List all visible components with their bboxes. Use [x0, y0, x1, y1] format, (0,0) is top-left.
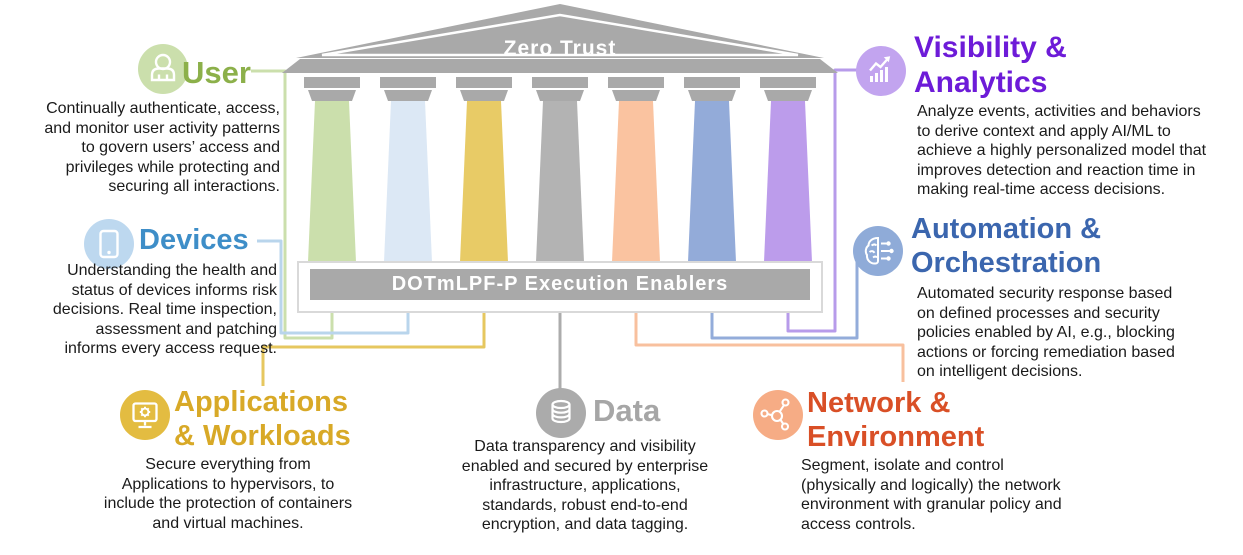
automation-pillar — [688, 101, 736, 262]
analytics-chart-icon — [856, 46, 906, 96]
monitor-gear-icon — [120, 390, 170, 440]
base-label: DOTmLPF-P Execution Enablers — [391, 273, 729, 295]
pediment-label: Zero Trust — [503, 37, 617, 60]
data-title: Data — [593, 393, 661, 428]
data-pillar — [536, 101, 584, 262]
entablature — [282, 59, 838, 73]
applications-connector-line — [261, 313, 486, 386]
automation-title: Automation & Orchestration — [911, 213, 1102, 279]
devices-pillar — [384, 101, 432, 262]
devices-connector-line — [257, 239, 410, 335]
data-description: Data transparency and visibility enabled… — [461, 438, 709, 533]
network-title: Network & Environment — [807, 387, 985, 453]
user-pillar — [308, 101, 356, 262]
user-connector-line — [251, 69, 334, 340]
person-icon — [138, 44, 188, 94]
visibility-pillar — [764, 101, 812, 262]
devices-title: Devices — [139, 224, 249, 256]
pediment-triangle — [296, 4, 824, 58]
network-pillar — [612, 101, 660, 262]
visibility-description: Analyze events, activities and behaviors… — [917, 103, 1207, 198]
pillar-capitals — [304, 77, 816, 101]
brain-circuit-icon — [853, 226, 903, 276]
visibility-title: Visibility & Analytics — [914, 31, 1067, 99]
pediment-inner-outline — [321, 13, 799, 57]
applications-pillar — [460, 101, 508, 262]
applications-description: Secure everything from Applications to h… — [103, 456, 353, 532]
database-icon — [536, 388, 586, 438]
network-nodes-icon — [753, 390, 803, 440]
base-bar — [310, 269, 810, 300]
network-connector-line — [634, 313, 905, 382]
user-title: User — [182, 55, 251, 90]
applications-title: Applications & Workloads — [174, 386, 351, 452]
visibility-connector-line — [786, 68, 860, 333]
tablet-icon — [84, 219, 134, 269]
user-description: Continually authenticate, access, and mo… — [44, 100, 280, 195]
network-description: Segment, isolate and control (physically… — [801, 457, 1062, 533]
devices-description: Understanding the health and status of d… — [52, 262, 277, 357]
automation-description: Automated security response based on def… — [917, 285, 1175, 380]
